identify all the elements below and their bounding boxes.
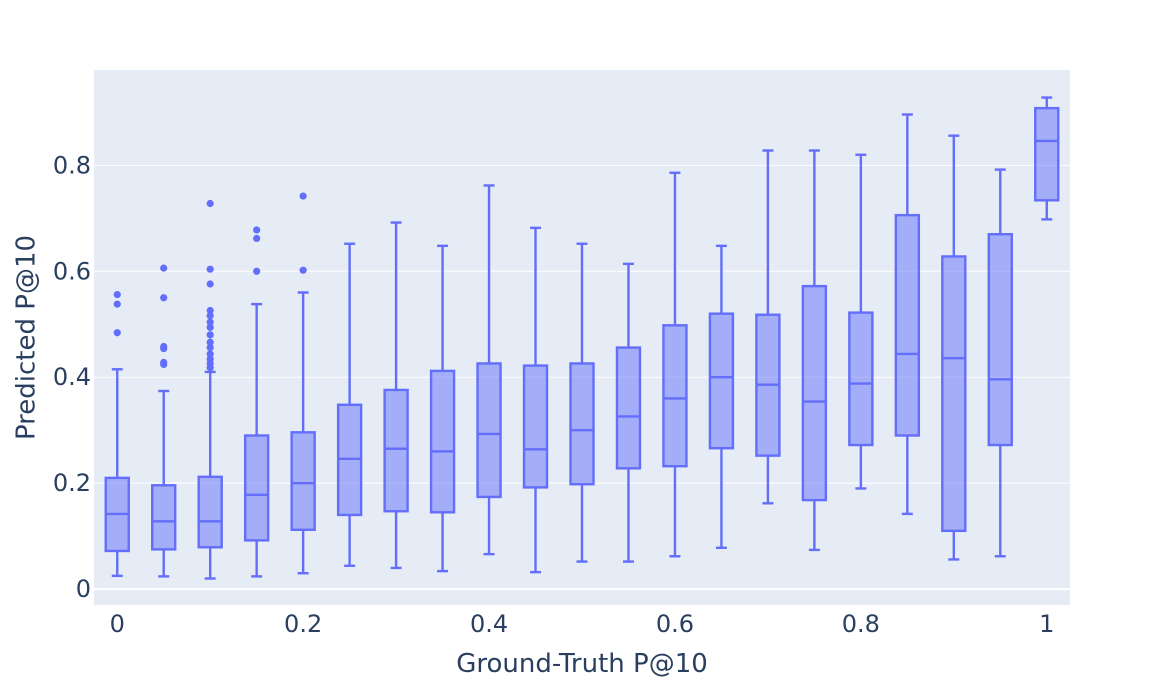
outlier-point bbox=[206, 350, 214, 358]
outlier-point bbox=[206, 343, 214, 352]
outlier-point bbox=[113, 300, 121, 308]
box-group bbox=[848, 153, 874, 490]
x-axis-ticks: 0 0.2 0.4 0.6 0.8 1 bbox=[110, 610, 1055, 638]
box-iqr bbox=[848, 311, 874, 447]
boxes-layer bbox=[104, 96, 1060, 580]
outlier-point bbox=[299, 192, 307, 200]
box-group bbox=[662, 171, 688, 558]
outlier-point bbox=[206, 323, 214, 332]
x-tick-label: 0 bbox=[110, 610, 125, 638]
x-tick-label: 0.4 bbox=[470, 610, 508, 638]
outlier-point bbox=[206, 331, 214, 339]
box-group bbox=[383, 221, 409, 570]
box-iqr bbox=[1034, 106, 1060, 202]
box-iqr bbox=[429, 369, 456, 514]
y-tick-label: 0.6 bbox=[53, 257, 91, 285]
y-axis-ticks: 0 0.2 0.4 0.6 0.8 bbox=[53, 151, 91, 603]
box-group bbox=[243, 226, 270, 578]
outlier-point bbox=[206, 338, 214, 346]
y-axis-title: Predicted P@10 bbox=[12, 235, 42, 440]
box-iqr bbox=[615, 346, 642, 470]
y-tick-label: 0 bbox=[76, 575, 91, 603]
x-tick-label: 0.8 bbox=[842, 610, 880, 638]
box-group bbox=[151, 264, 177, 578]
outlier-point bbox=[206, 312, 214, 320]
outlier-point bbox=[206, 306, 214, 315]
outlier-point bbox=[253, 226, 261, 234]
box-group bbox=[522, 226, 549, 574]
box-iqr bbox=[197, 475, 223, 549]
box-iqr bbox=[383, 388, 409, 513]
outlier-point bbox=[253, 234, 261, 243]
outlier-point bbox=[113, 290, 121, 299]
box-iqr bbox=[708, 312, 735, 450]
y-tick-label: 0.8 bbox=[53, 151, 91, 179]
outlier-point bbox=[113, 329, 121, 337]
outlier-point bbox=[206, 265, 214, 273]
box-group bbox=[987, 168, 1013, 558]
box-group bbox=[336, 242, 363, 568]
box-group bbox=[801, 149, 828, 552]
box-iqr bbox=[290, 431, 316, 531]
box-group bbox=[708, 244, 735, 549]
x-tick-label: 0.6 bbox=[656, 610, 694, 638]
x-axis-title: Ground-Truth P@10 bbox=[456, 649, 708, 679]
box-iqr bbox=[243, 434, 270, 542]
outlier-point bbox=[206, 280, 214, 288]
box-iqr bbox=[569, 362, 595, 486]
outlier-point bbox=[160, 264, 168, 272]
box-group bbox=[290, 192, 316, 575]
box-group bbox=[104, 290, 130, 578]
y-tick-label: 0.4 bbox=[53, 363, 91, 391]
box-iqr bbox=[662, 324, 688, 468]
box-iqr bbox=[476, 362, 502, 499]
box-iqr bbox=[151, 484, 177, 551]
box-group bbox=[569, 242, 595, 563]
outlier-point bbox=[206, 355, 214, 363]
box-iqr bbox=[941, 255, 967, 533]
outlier-point bbox=[160, 342, 168, 351]
box-group bbox=[615, 262, 642, 563]
outlier-point bbox=[160, 358, 168, 366]
box-group bbox=[429, 244, 456, 573]
box-iqr bbox=[522, 364, 549, 489]
box-group bbox=[755, 149, 781, 505]
box-iqr bbox=[894, 213, 921, 437]
box-group bbox=[1034, 96, 1060, 221]
box-group bbox=[894, 113, 921, 516]
y-tick-label: 0.2 bbox=[53, 469, 91, 497]
outlier-point bbox=[206, 318, 214, 326]
outlier-point bbox=[253, 267, 261, 275]
box-iqr bbox=[801, 284, 828, 502]
box-iqr bbox=[987, 233, 1013, 447]
box-group bbox=[476, 184, 502, 556]
box-group bbox=[941, 134, 967, 561]
outlier-point bbox=[160, 294, 168, 302]
box-group bbox=[197, 199, 223, 580]
x-tick-label: 0.2 bbox=[284, 610, 322, 638]
x-tick-label: 1 bbox=[1039, 610, 1054, 638]
outlier-point bbox=[206, 199, 214, 208]
outlier-point bbox=[299, 266, 307, 274]
